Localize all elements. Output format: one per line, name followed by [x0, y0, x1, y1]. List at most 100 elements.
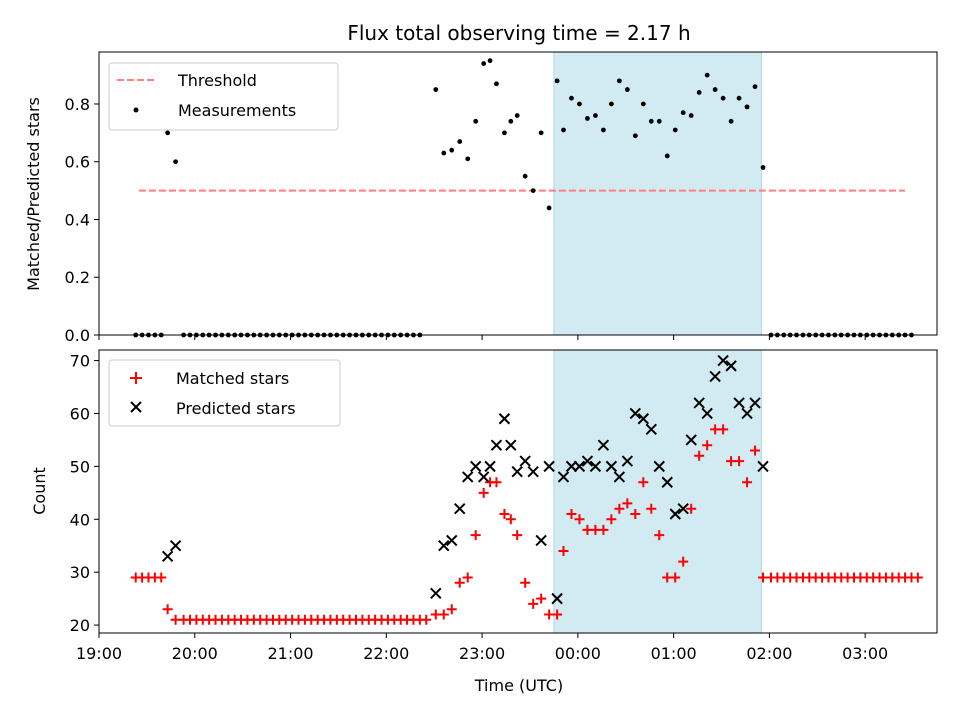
predicted-stars-point — [438, 540, 450, 552]
ratio-panel: Matched/Predicted stars 0.00.20.40.60.8 … — [24, 51, 938, 345]
ratio-panel-y-axis-label: Matched/Predicted stars — [24, 97, 43, 291]
x-tick-label: 23:00 — [459, 644, 505, 663]
x-tick-label: 00:00 — [555, 644, 601, 663]
matched-stars-point — [438, 609, 449, 620]
predicted-stars-point — [519, 455, 531, 467]
predicted-stars-point — [669, 508, 681, 520]
x-tick-label: 01:00 — [651, 644, 697, 663]
matched-stars-point — [638, 477, 649, 488]
count-panel-highlight-span — [553, 349, 762, 634]
x-tick-label: 03:00 — [842, 644, 888, 663]
matched-stars-point — [912, 572, 923, 583]
matched-stars-point — [718, 424, 729, 435]
measurement-point — [656, 118, 662, 124]
predicted-stars-point — [637, 413, 650, 425]
predicted-stars-point — [446, 534, 458, 547]
matched-stars-point — [491, 477, 502, 488]
measurement-point — [449, 147, 455, 153]
predicted-stars-point — [543, 460, 555, 473]
predicted-stars-point — [535, 534, 547, 547]
predicted-stars-point — [701, 407, 713, 420]
predicted-stars-point — [733, 397, 745, 409]
count-panel-legend: Matched stars Predicted stars — [108, 359, 341, 427]
y-tick-label: 0.6 — [65, 153, 90, 172]
measurement-point — [481, 61, 487, 66]
matched-stars-point — [614, 503, 625, 514]
measurement-point — [696, 90, 702, 95]
matched-stars-point — [470, 530, 481, 541]
legend-matched-swatch — [130, 372, 142, 384]
y-tick-label: 0.8 — [65, 95, 90, 114]
predicted-stars-point — [717, 354, 729, 367]
predicted-stars-point — [757, 460, 769, 473]
y-tick-label: 0.0 — [65, 326, 90, 345]
measurement-point — [577, 101, 582, 107]
matched-stars-point — [454, 577, 465, 588]
measurement-point — [688, 113, 694, 118]
ratio-panel-legend-box — [108, 62, 339, 131]
ratio-panel-y-ticks: 0.0 0.2 0.4 0.6 0.8 — [65, 95, 99, 345]
matched-stars-point — [678, 556, 689, 567]
predicted-stars-point — [749, 397, 761, 409]
x-tick-label: 22:00 — [363, 644, 409, 663]
predicted-stars-point — [462, 471, 474, 483]
matched-stars-point — [566, 508, 577, 519]
measurement-point — [441, 150, 447, 156]
predicted-stars-point — [661, 476, 673, 488]
measurement-point — [624, 87, 630, 92]
y-tick-label: 50 — [70, 457, 90, 476]
measurement-point — [508, 118, 514, 124]
predicted-stars-point — [430, 587, 442, 600]
ratio-panel-legend: Threshold Measurements — [108, 62, 339, 131]
matched-stars-point — [750, 445, 761, 456]
matched-stars-point — [734, 456, 745, 467]
legend-measurements-label: Measurements — [178, 101, 296, 120]
count-panel-frame — [98, 349, 938, 634]
legend-measurements-swatch — [133, 107, 139, 113]
measurement-point — [502, 130, 507, 136]
predicted-stars-point — [725, 360, 737, 372]
measurement-point — [680, 110, 686, 116]
count-panel-legend-box — [108, 359, 341, 427]
matched-stars-point — [520, 577, 531, 588]
measurement-point — [736, 95, 742, 101]
x-tick-label: 21:00 — [267, 644, 313, 663]
ratio-panel-x-ticks — [98, 335, 866, 340]
matched-stars-point — [630, 508, 641, 519]
predicted-stars-point — [685, 434, 697, 446]
predicted-stars-point — [505, 439, 517, 451]
legend-predicted-swatch — [130, 401, 142, 413]
predicted-stars-point — [484, 460, 496, 473]
matched-stars-point — [462, 572, 473, 583]
x-tick-label: 20:00 — [172, 644, 218, 663]
legend-predicted-label: Predicted stars — [176, 399, 296, 418]
count-panel: Count 20 30 40 50 60 70 19:00 20:00 21:00 22:00 2… — [30, 349, 938, 663]
matched-stars-point — [478, 487, 489, 498]
matched-stars-point — [552, 609, 563, 620]
matched-stars-point — [505, 514, 516, 525]
measurement-point — [494, 81, 499, 87]
measurement-point — [632, 133, 638, 139]
predicted-stars-point — [551, 592, 563, 605]
y-tick-label: 20 — [70, 616, 90, 635]
y-tick-label: 70 — [70, 352, 90, 371]
predicted-stars-point — [613, 471, 626, 483]
predicted-stars-point — [557, 471, 570, 483]
measurement-point — [554, 78, 560, 84]
matched-stars-point — [622, 498, 633, 509]
measurement-point — [473, 118, 479, 124]
matched-stars-point — [702, 440, 713, 451]
measurement-point — [593, 113, 598, 118]
measurement-point — [514, 113, 520, 118]
measurement-point — [760, 165, 766, 170]
matched-stars-point — [654, 530, 665, 541]
predicted-stars-point — [709, 370, 721, 383]
matched-stars-point — [512, 530, 523, 541]
matched-stars-point — [156, 572, 167, 583]
matched-stars-point — [162, 604, 173, 615]
matched-stars-point — [574, 514, 585, 525]
predicted-stars-point — [573, 460, 586, 473]
legend-threshold-label: Threshold — [177, 71, 257, 90]
measurement-point — [648, 118, 654, 124]
predicted-stars-point — [581, 455, 594, 467]
